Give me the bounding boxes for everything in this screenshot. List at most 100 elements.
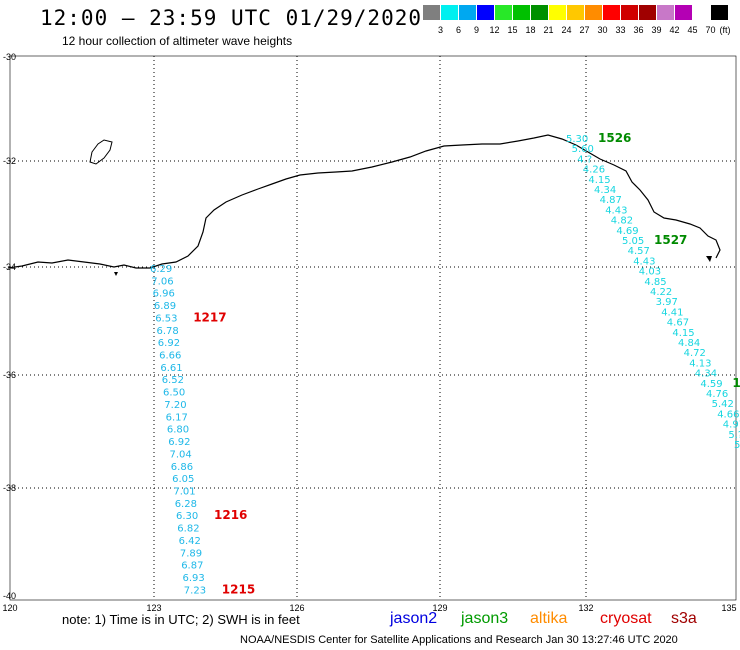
island-east: [706, 256, 712, 262]
east-track-swh-value: 5.60: [572, 144, 594, 155]
west-track-swh-value: 6.29: [150, 264, 172, 275]
east-track-swh-value: 4.57: [628, 246, 650, 257]
east-track-swh-value: 4.72: [684, 348, 706, 359]
west-track-swh-value: 6.93: [183, 573, 205, 584]
lon-tick: 123: [146, 603, 162, 613]
west-track-pass-label: 1217: [193, 310, 226, 324]
legend-swatch: [621, 5, 638, 20]
satellite-s3a: s3a: [671, 610, 697, 627]
east-track-swh-value: 4.76: [706, 389, 728, 400]
east-track-swh-value: 4.66: [717, 409, 739, 420]
east-track-swh-value: 4.87: [600, 195, 622, 206]
legend-label: 9: [473, 25, 479, 35]
west-track-swh-value: 6.82: [177, 524, 199, 535]
west-track-swh-value: 7.06: [151, 276, 173, 287]
legend-swatch: [513, 5, 530, 20]
west-track-swh-value: 6.61: [160, 363, 182, 374]
legend-unit: (ft): [719, 25, 731, 35]
lon-tick: 132: [578, 603, 594, 613]
legend-label: 45: [687, 25, 698, 35]
legend-label: 42: [669, 25, 680, 35]
west-track-swh-value: 6.86: [171, 462, 193, 473]
west-track-swh-value: 6.92: [168, 437, 190, 448]
legend-label: 15: [507, 25, 518, 35]
map-frame: [9, 55, 737, 601]
east-track-swh-value: 4.43: [605, 205, 627, 216]
legend-swatch: [477, 5, 494, 20]
west-track-swh-value: 6.78: [157, 326, 179, 337]
coastline-australia: [7, 134, 721, 269]
east-track-swh-value: 4.97: [723, 420, 740, 431]
east-track-pass-label: 1527: [654, 233, 687, 247]
west-track-swh-value: 7.23: [184, 585, 206, 596]
east-track-swh-value: 4.?: [577, 154, 592, 165]
east-track-swh-value: 4.85: [644, 277, 666, 288]
lat-tick: -30: [3, 52, 17, 62]
legend-swatch: [531, 5, 548, 20]
west-track-swh-value: 7.20: [164, 400, 186, 411]
west-track-swh-value: 6.80: [167, 425, 189, 436]
west-track-swh-value: 6.05: [172, 474, 194, 485]
west-track-swh-value: 6.17: [166, 412, 188, 423]
lon-tick: 120: [2, 603, 18, 613]
island-small: [114, 272, 118, 276]
satellite-jason2: jason2: [390, 610, 438, 627]
east-track-swh-value: 4.34: [695, 369, 717, 380]
legend-swatch: [675, 5, 692, 20]
legend-swatch: [711, 5, 728, 20]
legend-swatch: [603, 5, 620, 20]
west-track-swh-value: 7.04: [170, 449, 192, 460]
lat-tick: -32: [3, 156, 17, 166]
east-track-swh-value: 4.34: [594, 185, 616, 196]
west-track-swh-value: 6.28: [175, 499, 197, 510]
west-track-pass-label: 1216: [214, 508, 247, 522]
east-track-swh-value: 5.30: [566, 134, 588, 145]
west-track-swh-value: 6.53: [155, 313, 177, 324]
footer-note: note: 1) Time is in UTC; 2) SWH is in fe…: [62, 612, 300, 627]
east-track-swh-value: 4.43: [633, 256, 655, 267]
east-track-swh-value: 4.59: [700, 379, 722, 390]
satellite-altika: altika: [530, 610, 568, 627]
island-recherche: [89, 139, 113, 165]
legend-swatch: [459, 5, 476, 20]
map-subtitle: 12 hour collection of altimeter wave hei…: [62, 34, 293, 48]
west-track-swh-value: 6.50: [163, 388, 185, 399]
legend-swatch: [585, 5, 602, 20]
east-track-swh-value: 5.?: [734, 440, 740, 451]
legend-label: 21: [543, 25, 554, 35]
map-title: 12:00 – 23:59 UTC 01/29/2020: [40, 6, 423, 30]
east-track-swh-value: 5.05: [622, 236, 644, 247]
east-track-swh-value: 4.03: [639, 267, 661, 278]
east-track-pass-label: 1526: [598, 131, 631, 145]
east-track-swh-value: 4.67: [667, 318, 689, 329]
lon-tick: 135: [721, 603, 737, 613]
east-track-swh-value: 4.69: [616, 226, 638, 237]
lon-tick: 126: [289, 603, 305, 613]
legend-swatch: [639, 5, 656, 20]
west-track-swh-value: 6.96: [153, 289, 175, 300]
east-track-swh-value: 5.42: [712, 399, 734, 410]
west-track-swh-value: 6.30: [176, 511, 198, 522]
west-track-swh-value: 7.89: [180, 548, 202, 559]
east-track-swh-value: 4.22: [650, 287, 672, 298]
east-track-swh-value: 4.41: [661, 307, 683, 318]
west-track-swh-value: 6.92: [158, 338, 180, 349]
legend-swatch: [423, 5, 440, 20]
west-track-swh-value: 7.01: [173, 486, 195, 497]
east-track-swh-value: 4.15: [672, 328, 694, 339]
west-track-swh-value: 6.42: [179, 536, 201, 547]
east-track-swh-value: 4.26: [583, 165, 605, 176]
west-track-swh-value: 6.87: [181, 561, 203, 572]
lat-tick: -34: [3, 262, 17, 272]
legend-label: 70: [705, 25, 716, 35]
legend-label: 6: [455, 25, 461, 35]
east-track-swh-value: 3.97: [656, 297, 678, 308]
east-track-swh-value: 4.15: [588, 175, 610, 186]
legend-label: 33: [615, 25, 626, 35]
legend-label: 12: [489, 25, 500, 35]
legend-swatch: [693, 5, 710, 20]
legend-label: 3: [437, 25, 443, 35]
east-track-swh-value: 4.84: [678, 338, 700, 349]
east-track-pass-label: 1: [732, 376, 740, 390]
